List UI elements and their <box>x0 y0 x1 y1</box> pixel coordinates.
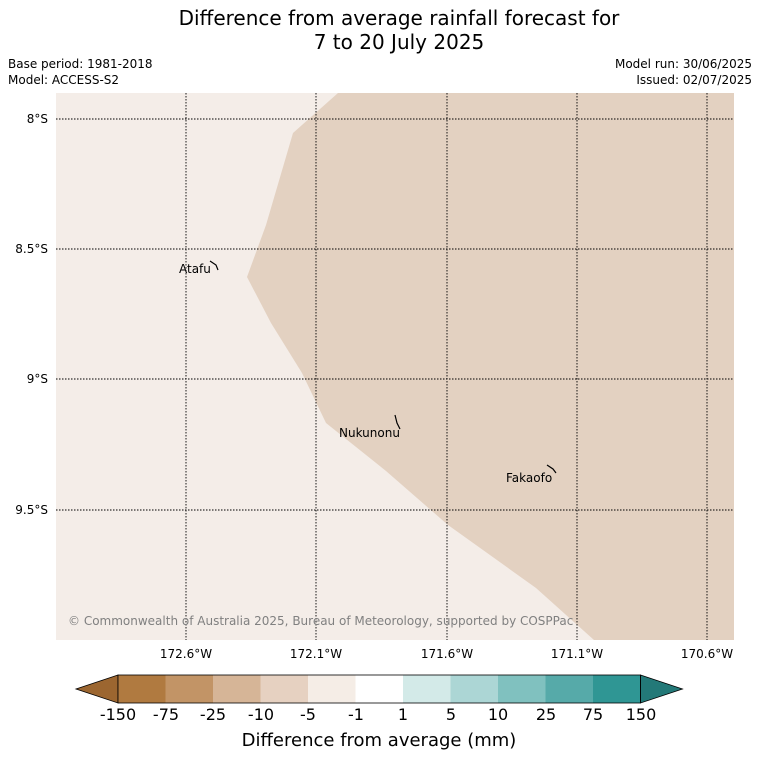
title-line-1: Difference from average rainfall forecas… <box>178 6 620 30</box>
atolls <box>209 260 557 474</box>
colorbar-extend-high <box>640 674 684 704</box>
colorbar-tick: 1 <box>397 705 409 724</box>
lon-label-172-1w: 172.1°W <box>289 647 343 661</box>
colorbar-swatch <box>213 675 261 703</box>
colorbar-swatch <box>355 675 403 703</box>
lon-label-171-6w: 171.6°W <box>420 647 474 661</box>
colorbar-tick: 10 <box>487 705 509 724</box>
place-label-atafu: Atafu <box>179 262 211 276</box>
place-label-nukunonu: Nukunonu <box>339 426 400 440</box>
forecast-region-light-corner <box>56 569 186 640</box>
lon-label-172-6w: 172.6°W <box>159 647 213 661</box>
colorbar-swatch <box>498 675 546 703</box>
colorbar-tick: -25 <box>199 705 227 724</box>
forecast-region-tan <box>247 93 734 640</box>
lon-label-171-1w: 171.1°W <box>550 647 604 661</box>
colorbar-swatch <box>403 675 451 703</box>
colorbar-swatch <box>545 675 593 703</box>
lon-label-170-6w: 170.6°W <box>680 647 734 661</box>
model-run: Model run: 30/06/2025 <box>614 57 752 71</box>
colorbar-swatch <box>593 675 641 703</box>
colorbar-tick: 25 <box>535 705 557 724</box>
fakaofo-atoll <box>546 464 557 474</box>
copyright-credit: © Commonwealth of Australia 2025, Bureau… <box>68 614 574 628</box>
colorbar-tick: 150 <box>625 705 657 724</box>
colorbar-extend-low <box>74 674 119 704</box>
colorbar-tick: -5 <box>300 705 316 724</box>
nukunonu-atoll <box>394 414 401 430</box>
colorbar-tick: -10 <box>247 705 275 724</box>
lat-label-9s: 9°S <box>26 372 48 386</box>
atafu-atoll <box>209 260 219 271</box>
colorbar-outline <box>117 674 641 704</box>
colorbar-swatch <box>308 675 356 703</box>
colorbar-tick: -75 <box>152 705 180 724</box>
issued-date: Issued: 02/07/2025 <box>636 73 752 87</box>
colorbar-label: Difference from average (mm) <box>241 730 517 751</box>
colorbar-tick: 75 <box>582 705 604 724</box>
lat-label-8-5s: 8.5°S <box>15 242 48 256</box>
meta-right: Model run: 30/06/2025 Issued: 02/07/2025 <box>615 56 752 88</box>
model-name: Model: ACCESS-S2 <box>8 73 120 87</box>
place-label-fakaofo: Fakaofo <box>506 471 553 485</box>
map-canvas <box>56 93 734 640</box>
colorbar-tick: -1 <box>348 705 364 724</box>
map-panel <box>56 93 734 640</box>
colorbar-swatch <box>118 675 166 703</box>
map-title: Difference from average rainfall forecas… <box>0 6 758 54</box>
base-period: Base period: 1981-2018 <box>8 57 153 71</box>
graticule <box>56 93 734 640</box>
colorbar-tick: 5 <box>445 705 457 724</box>
meta-left: Base period: 1981-2018 Model: ACCESS-S2 <box>8 56 153 88</box>
title-line-2: 7 to 20 July 2025 <box>313 30 485 54</box>
colorbar-swatch <box>450 675 498 703</box>
colorbar-tick: -150 <box>99 705 137 724</box>
lat-label-9-5s: 9.5°S <box>15 503 48 517</box>
colorbar-swatch <box>165 675 213 703</box>
colorbar-swatch <box>260 675 308 703</box>
lat-label-8s: 8°S <box>26 112 48 126</box>
